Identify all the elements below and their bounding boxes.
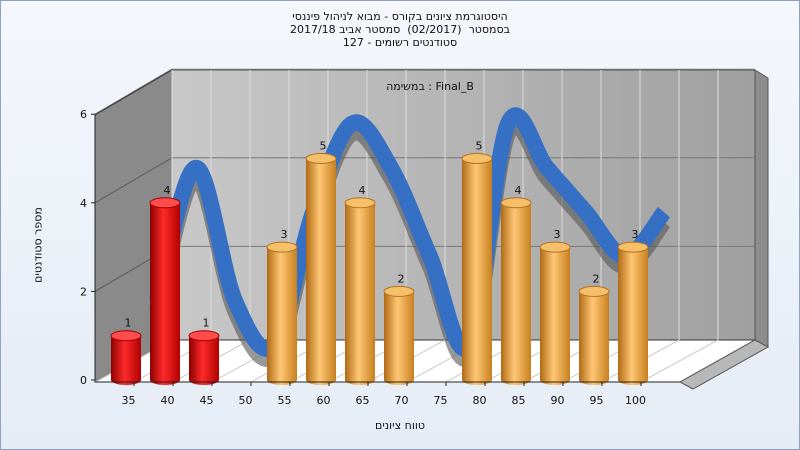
bar-top bbox=[539, 241, 571, 253]
bar-70: 2 bbox=[383, 272, 415, 385]
bar-top bbox=[461, 153, 493, 164]
bar-body bbox=[306, 158, 336, 380]
bar-80: 5 bbox=[461, 140, 493, 385]
bar-value-label: 2 bbox=[398, 272, 405, 285]
bar-top bbox=[500, 197, 532, 209]
title-line-1: היסטוגרמת ציונים בקורס - מבוא לניהול פינ… bbox=[292, 10, 508, 23]
chart-title: היסטוגרמת ציונים בקורס - מבוא לניהול פינ… bbox=[0, 10, 800, 49]
bar-body bbox=[345, 202, 375, 380]
bar-90: 3 bbox=[539, 228, 571, 385]
bar-value-label: 3 bbox=[554, 228, 561, 241]
x-tick-label: 35 bbox=[122, 394, 136, 407]
bar-value-label: 3 bbox=[281, 228, 288, 241]
bar-base bbox=[267, 375, 297, 385]
bar-85: 4 bbox=[500, 184, 532, 385]
task-label: במשימה : Final_B bbox=[386, 80, 474, 93]
bar-base bbox=[111, 375, 141, 385]
bar-base bbox=[345, 375, 375, 385]
floor-edge bbox=[678, 339, 770, 390]
bar-body bbox=[111, 335, 141, 380]
y-tick-label: 2 bbox=[80, 285, 87, 298]
bar-top bbox=[266, 241, 298, 253]
bar-top bbox=[305, 153, 337, 164]
bar-base bbox=[306, 375, 336, 385]
bar-65: 4 bbox=[344, 184, 376, 385]
bar-body bbox=[540, 247, 570, 380]
bar-value-label: 4 bbox=[164, 184, 171, 197]
bar-body bbox=[189, 335, 219, 380]
bar-base bbox=[150, 375, 180, 385]
y-axis-ticks: 0 2 4 6 bbox=[80, 108, 96, 387]
x-tick-label: 100 bbox=[625, 394, 646, 407]
bar-base bbox=[540, 375, 570, 385]
y-tick-label: 4 bbox=[80, 197, 87, 210]
bar-base bbox=[384, 375, 414, 385]
title-line-2: בסמסטר (02/2017) סמסטר אביב 2017/18 bbox=[289, 23, 511, 36]
bar-top bbox=[149, 197, 181, 209]
y-axis-label: מספר סטודנטים bbox=[31, 207, 45, 283]
bar-base bbox=[501, 375, 531, 385]
bar-40: 4 bbox=[149, 184, 181, 385]
bar-60: 5 bbox=[305, 140, 337, 385]
grid-line-left bbox=[94, 157, 173, 204]
bar-body bbox=[384, 291, 414, 380]
x-tick-label: 75 bbox=[434, 394, 448, 407]
bar-100: 3 bbox=[617, 228, 649, 385]
bar-value-label: 4 bbox=[515, 184, 522, 197]
x-axis-label: טווח ציונים bbox=[375, 419, 425, 432]
bar-base bbox=[462, 375, 492, 385]
bar-body bbox=[618, 247, 648, 380]
bar-top bbox=[344, 197, 376, 209]
bar-top bbox=[617, 241, 649, 253]
bar-top bbox=[383, 285, 415, 297]
x-tick-label: 70 bbox=[395, 394, 409, 407]
x-tick-label: 50 bbox=[239, 394, 253, 407]
bar-base bbox=[189, 375, 219, 385]
bar-value-label: 5 bbox=[476, 140, 483, 153]
y-tick-label: 6 bbox=[80, 108, 87, 121]
x-tick-label: 40 bbox=[161, 394, 175, 407]
x-tick-label: 55 bbox=[278, 394, 292, 407]
x-axis-ticks: 35 40 45 50 55 60 65 70 75 80 85 90 95 100 bbox=[95, 381, 680, 407]
x-tick-label: 85 bbox=[512, 394, 526, 407]
bar-body bbox=[579, 291, 609, 380]
title-line-3: סטודנטים רשומים - 127 bbox=[342, 36, 458, 49]
bar-body bbox=[150, 202, 180, 380]
bar-body bbox=[267, 247, 297, 380]
floor-grid-line bbox=[640, 339, 719, 383]
x-tick-label: 45 bbox=[200, 394, 214, 407]
bar-value-label: 1 bbox=[125, 317, 132, 330]
bar-top bbox=[110, 330, 142, 342]
bar-value-label: 5 bbox=[320, 140, 327, 153]
bar-top bbox=[578, 285, 610, 297]
grid-line-left bbox=[94, 68, 173, 115]
bar-value-label: 3 bbox=[632, 228, 639, 241]
x-tick-label: 60 bbox=[317, 394, 331, 407]
bar-base bbox=[579, 375, 609, 385]
bar-base bbox=[618, 375, 648, 385]
bar-body bbox=[501, 202, 531, 380]
bar-value-label: 4 bbox=[359, 184, 366, 197]
bar-95: 2 bbox=[578, 272, 610, 385]
bar-value-label: 1 bbox=[203, 317, 210, 330]
x-tick-label: 80 bbox=[473, 394, 487, 407]
bar-body bbox=[462, 158, 492, 380]
bar-55: 3 bbox=[266, 228, 298, 385]
y-tick-label: 0 bbox=[80, 374, 87, 387]
right-wall bbox=[754, 69, 769, 348]
trend-ribbon bbox=[149, 107, 671, 367]
bar-top bbox=[188, 330, 220, 342]
x-tick-label: 95 bbox=[590, 394, 604, 407]
trend-ribbon-line bbox=[149, 107, 671, 357]
x-tick-label: 90 bbox=[551, 394, 565, 407]
bar-value-label: 2 bbox=[593, 272, 600, 285]
x-tick-label: 65 bbox=[356, 394, 370, 407]
